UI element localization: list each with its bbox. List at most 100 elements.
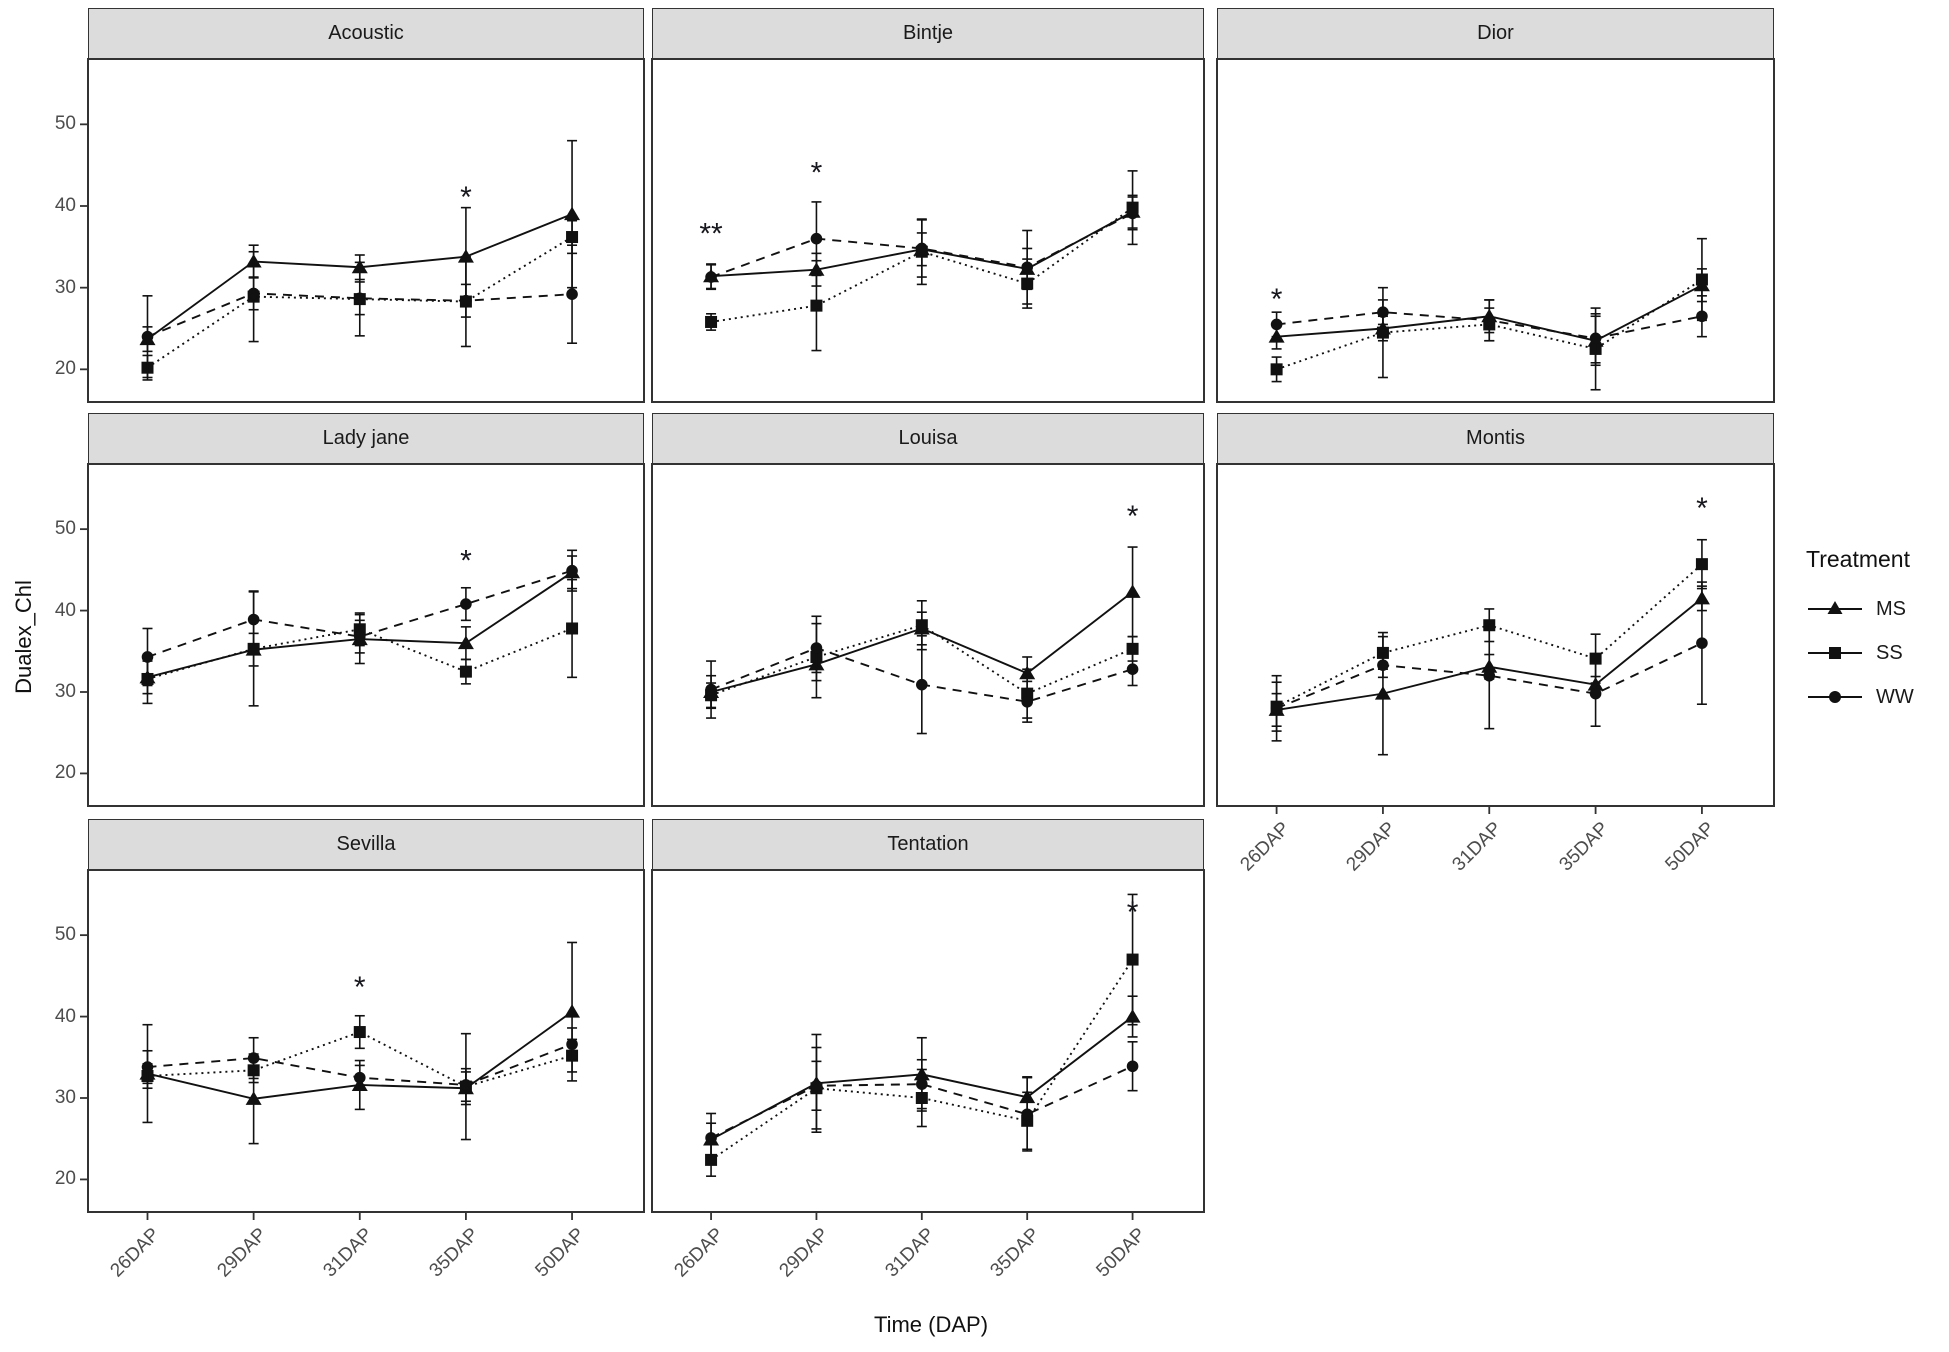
x-tick-label: 35DAP — [986, 1224, 1045, 1282]
legend-entry-ww: WW — [1806, 675, 1914, 719]
circle-marker — [566, 1038, 578, 1051]
circle-marker — [460, 598, 472, 610]
circle-marker — [916, 1078, 928, 1090]
legend: Treatment MS SS WW — [1806, 546, 1914, 719]
triangle-marker — [245, 1091, 262, 1105]
y-tick-label: 50 — [54, 924, 76, 946]
circle-marker — [141, 330, 154, 343]
series-ww — [705, 196, 1139, 305]
circle-marker — [1696, 637, 1708, 649]
circle-marker — [705, 683, 717, 696]
y-tick-label: 40 — [54, 195, 76, 216]
panel-plot-tentation: * — [651, 869, 1205, 1220]
circle-marker — [247, 287, 260, 300]
triangle-marker — [564, 1004, 581, 1018]
legend-title: Treatment — [1806, 546, 1910, 572]
series-ss — [705, 893, 1139, 1177]
circle-marker — [810, 642, 823, 654]
circle-marker — [1126, 1060, 1139, 1073]
significance-annotation: * — [460, 545, 472, 578]
circle-marker — [353, 630, 366, 643]
x-tick-label: 50DAP — [1661, 818, 1719, 876]
x-tick-label: 26DAP — [1236, 818, 1294, 876]
series-ww — [141, 244, 578, 379]
significance-annotation: * — [1127, 500, 1139, 533]
square-marker — [459, 665, 472, 678]
triangle-marker — [457, 635, 474, 650]
x-tick-label: 29DAP — [775, 1224, 834, 1282]
square-marker — [566, 231, 579, 244]
circle-marker — [810, 232, 823, 245]
circle-marker — [566, 564, 578, 577]
circle-marker — [810, 1079, 823, 1092]
y-tick-label: 20 — [54, 1168, 76, 1190]
facet-strip-tentation: Tentation — [652, 819, 1204, 870]
x-tick-label: 26DAP — [106, 1224, 165, 1282]
panel-plot-acoustic: * — [80, 58, 645, 403]
square-marker — [915, 619, 928, 632]
series-ww — [141, 1027, 578, 1103]
x-tick-label: 29DAP — [213, 1224, 271, 1282]
circle-marker — [916, 678, 928, 691]
circle-marker — [141, 1061, 154, 1073]
facet-strip-dior: Dior — [1217, 8, 1774, 59]
circle-marker — [460, 294, 472, 307]
legend-entry-ms: MS — [1806, 587, 1914, 631]
circle-marker — [705, 271, 717, 283]
panel-plot-lady-jane: * — [80, 463, 645, 807]
square-marker — [566, 622, 579, 635]
y-tick-label: 30 — [54, 681, 76, 702]
circle-marker — [1021, 261, 1033, 274]
triangle-marker — [1124, 584, 1141, 598]
ss-square-icon — [1808, 647, 1862, 659]
square-marker — [1695, 273, 1708, 286]
panel-plot-dior: * — [1216, 58, 1775, 403]
circle-marker — [1483, 669, 1496, 682]
y-tick-label: 50 — [54, 113, 76, 135]
series-ww — [1270, 295, 1708, 364]
series-ww — [141, 549, 578, 687]
circle-marker — [705, 1132, 717, 1144]
legend-label-ww: WW — [1876, 685, 1914, 708]
square-marker — [705, 315, 718, 328]
facet-strip-acoustic: Acoustic — [88, 8, 644, 59]
series-ww — [705, 622, 1139, 735]
square-marker — [1695, 558, 1708, 571]
x-tick-label: 31DAP — [881, 1224, 939, 1282]
panel-plot-montis: * — [1216, 463, 1775, 814]
ww-circle-icon — [1808, 691, 1862, 703]
significance-annotation: * — [460, 181, 472, 214]
circle-marker — [247, 1052, 260, 1064]
y-tick-label: 20 — [54, 762, 76, 784]
circle-marker — [566, 288, 578, 300]
x-tick-label: 35DAP — [425, 1224, 483, 1282]
facet-strip-sevilla: Sevilla — [88, 819, 644, 870]
legend-label-ms: MS — [1876, 597, 1906, 620]
square-marker — [810, 299, 823, 312]
x-tick-label: 29DAP — [1342, 818, 1400, 876]
circle-marker — [1377, 659, 1389, 671]
y-tick-label: 50 — [54, 518, 76, 540]
circle-marker — [353, 1071, 366, 1084]
x-tick-label: 50DAP — [531, 1224, 589, 1282]
square-marker — [353, 1026, 366, 1039]
y-tick-label: 30 — [54, 1087, 76, 1108]
square-marker — [1376, 326, 1389, 339]
circle-marker — [1483, 314, 1496, 327]
significance-annotation: * — [1696, 492, 1708, 525]
circle-marker — [1377, 306, 1389, 318]
panel-plot-louisa: * — [651, 463, 1205, 807]
x-tick-label: 50DAP — [1091, 1224, 1150, 1282]
facet-strip-lady-jane: Lady jane — [88, 413, 644, 464]
circle-marker — [1126, 207, 1139, 220]
significance-annotation: * — [1127, 896, 1139, 929]
circle-marker — [1270, 702, 1283, 715]
circle-marker — [1696, 310, 1708, 323]
circle-marker — [916, 242, 928, 255]
y-tick-label: 30 — [54, 276, 76, 298]
significance-annotation: * — [811, 156, 823, 189]
square-marker — [1270, 363, 1283, 376]
square-marker — [247, 642, 260, 655]
circle-marker — [247, 613, 260, 626]
